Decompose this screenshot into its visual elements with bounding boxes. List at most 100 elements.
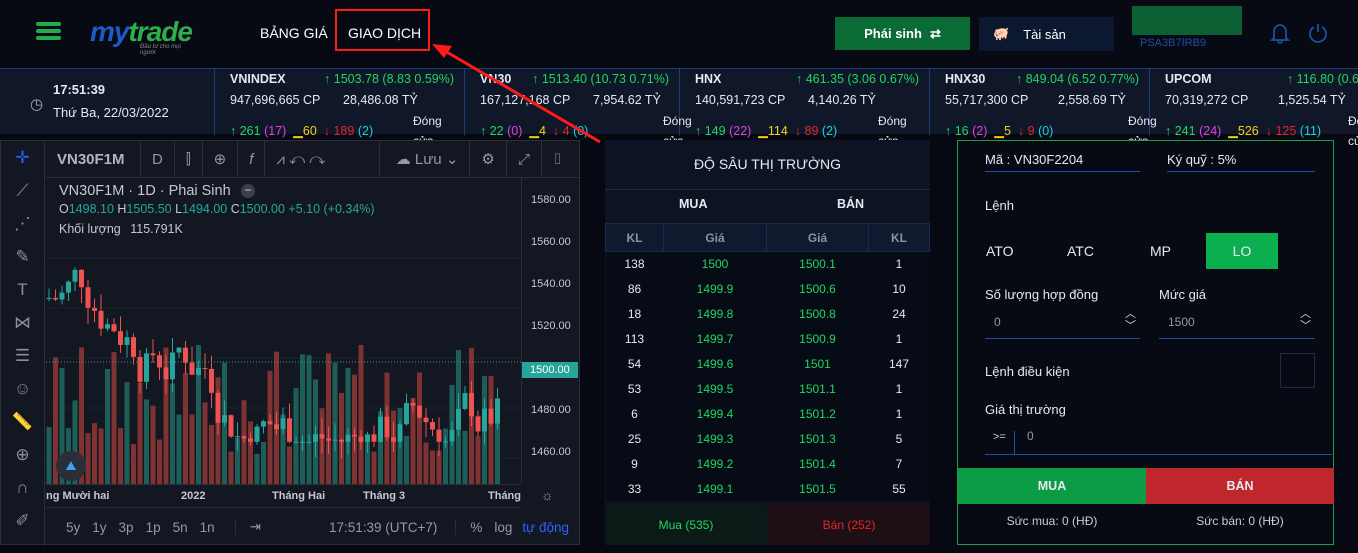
crosshair-icon[interactable]: ✛ (15, 148, 30, 167)
candlestick-plot[interactable] (46, 178, 521, 484)
ask-price[interactable]: 1500.6 (766, 276, 869, 302)
ruler-icon[interactable]: 📏 (11, 412, 34, 431)
collapse-icon[interactable]: − (241, 184, 255, 198)
bell-icon[interactable] (1270, 22, 1290, 44)
templates-icon[interactable]: ⩘ ↶ ↷ (265, 140, 381, 178)
nav-giao-dich[interactable]: GIAO DỊCH (348, 25, 422, 41)
range-1y[interactable]: 1y (92, 519, 107, 535)
settings-icon[interactable]: ⚙ (470, 140, 507, 178)
orderbook-row[interactable]: 54 1499.6 1501 147 (605, 351, 930, 377)
range-1n[interactable]: 1n (199, 519, 215, 535)
bid-price[interactable]: 1499.5 (663, 376, 767, 402)
logo[interactable]: mytrade Đầu tư cho mọi người (90, 16, 193, 56)
magnet-icon[interactable]: ∩ (16, 478, 29, 497)
trendline-icon[interactable]: ⟋ (16, 181, 29, 200)
ask-price[interactable]: 1500.9 (766, 326, 869, 352)
symbol-button[interactable]: VN30F1M (46, 140, 141, 178)
orderbook-row[interactable]: 9 1499.2 1501.4 7 (605, 451, 930, 477)
time-axis[interactable]: ng Mười hai 2022 Tháng Hai Tháng 3 Tháng… (46, 484, 554, 508)
menu-icon[interactable] (36, 22, 61, 40)
bid-price[interactable]: 1499.9 (663, 276, 767, 302)
market-price-input[interactable]: >= 0 (985, 421, 1332, 455)
bid-price[interactable]: 1499.6 (663, 351, 767, 377)
ask-price[interactable]: 1501.5 (766, 476, 869, 502)
conditional-checkbox[interactable] (1280, 353, 1315, 388)
prediction-icon[interactable]: ☰ (14, 346, 31, 365)
index-hnx30[interactable]: HNX30 ↑ 849.04 (6.52 0.77%) 55,717,300 C… (930, 69, 1157, 148)
range-3p[interactable]: 3p (118, 519, 134, 535)
index-vnindex[interactable]: VNINDEX ↑ 1503.78 (8.83 0.59%) 947,696,6… (215, 69, 465, 148)
assets-button[interactable]: 🐖 Tài sản (979, 17, 1114, 51)
index-upcom[interactable]: UPCOM ↑ 116.80 (0.6 70,319,272 CP 1,525.… (1150, 69, 1358, 148)
price-axis[interactable]: 1580.00 1560.00 1540.00 1520.00 1500.00 1480.… (521, 178, 580, 484)
tradingview-logo-icon[interactable]: ⛰ (56, 451, 86, 481)
ask-price[interactable]: 1501.4 (766, 451, 869, 477)
candle (66, 281, 71, 293)
operator[interactable]: >= (993, 431, 1015, 455)
col-header: Giá (766, 223, 869, 252)
ask-price[interactable]: 1501 (766, 351, 869, 377)
orderbook-row[interactable]: 25 1499.3 1501.3 5 (605, 426, 930, 452)
compare-icon[interactable]: ⊕ (203, 140, 239, 178)
bid-price[interactable]: 1499.4 (663, 401, 767, 427)
derivative-button[interactable]: Phái sinh ⇄ (835, 17, 970, 50)
range-5y[interactable]: 5y (66, 519, 81, 535)
bid-price[interactable]: 1500 (663, 251, 767, 277)
candle-type-icon[interactable]: ⫿ (175, 140, 203, 178)
buy-button[interactable]: MUA (958, 468, 1146, 504)
index-name: VN30 (480, 72, 512, 86)
quantity-input[interactable]: 0 ︿ ﹀ (985, 306, 1140, 339)
order-type-atc[interactable]: ATC (1067, 243, 1094, 259)
camera-icon[interactable]: ⌷ (552, 150, 562, 168)
power-icon[interactable] (1308, 22, 1328, 44)
index-vn30[interactable]: VN30 ↑ 1513.40 (10.73 0.71%) 167,127,168… (465, 69, 692, 148)
orderbook-row[interactable]: 6 1499.4 1501.2 1 (605, 401, 930, 427)
index-breadth: ↑ 149 (22) ▁114 ↓ 89 (2) (695, 124, 838, 138)
fib-icon[interactable]: ⋰ (14, 214, 31, 233)
ask-price[interactable]: 1500.8 (766, 301, 869, 327)
account-badge[interactable] (1132, 6, 1242, 35)
ask-price[interactable]: 1501.3 (766, 426, 869, 452)
order-type-mp[interactable]: MP (1150, 243, 1171, 259)
bid-price[interactable]: 1499.8 (663, 301, 767, 327)
zoom-in-icon[interactable]: ⊕ (15, 445, 30, 464)
orderbook-row[interactable]: 53 1499.5 1501.1 1 (605, 376, 930, 402)
orderbook-row[interactable]: 18 1499.8 1500.8 24 (605, 301, 930, 327)
quantity-stepper-icon[interactable]: ︿ ﹀ (1125, 308, 1136, 332)
pattern-icon[interactable]: ⋈ (14, 313, 31, 332)
order-type-lo[interactable]: LO (1206, 233, 1278, 269)
lock-icon[interactable]: ✐ (15, 511, 30, 530)
emoji-icon[interactable]: ☺ (13, 379, 32, 398)
index-hnx[interactable]: HNX ↑ 461.35 (3.06 0.67%) 140,591,723 CP… (680, 69, 930, 148)
log-toggle[interactable]: log (494, 519, 513, 535)
bid-price[interactable]: 1499.2 (663, 451, 767, 477)
brush-icon[interactable]: ✎ (15, 247, 30, 266)
axis-settings-icon[interactable]: ☼ (541, 487, 554, 503)
orderbook-row[interactable]: 33 1499.1 1501.5 55 (605, 476, 930, 502)
percent-toggle[interactable]: % (455, 519, 482, 535)
bid-price[interactable]: 1499.7 (663, 326, 767, 352)
orderbook-row[interactable]: 138 1500 1500.1 1 (605, 251, 930, 277)
bid-price[interactable]: 1499.3 (663, 426, 767, 452)
nav-bang-gia[interactable]: BẢNG GIÁ (260, 25, 328, 41)
price-stepper-icon[interactable]: ︿ ﹀ (1300, 308, 1311, 332)
orderbook-row[interactable]: 113 1499.7 1500.9 1 (605, 326, 930, 352)
price-chart[interactable]: ✛ ⟋ ⋰ ✎ T ⋈ ☰ ☺ 📏 ⊕ ∩ ✐ VN30F1M D ⫿ ⊕ f … (0, 140, 581, 546)
fullscreen-icon[interactable]: ⤢ (507, 140, 542, 178)
ask-price[interactable]: 1501.2 (766, 401, 869, 427)
sell-button[interactable]: BÁN (1146, 468, 1334, 504)
order-type-ato[interactable]: ATO (986, 243, 1014, 259)
range-5n[interactable]: 5n (172, 519, 188, 535)
price-input[interactable]: 1500 ︿ ﹀ (1159, 306, 1315, 339)
ask-price[interactable]: 1501.1 (766, 376, 869, 402)
orderbook-row[interactable]: 86 1499.9 1500.6 10 (605, 276, 930, 302)
save-button[interactable]: ☁ Lưu ⌄ (380, 140, 471, 178)
text-icon[interactable]: T (17, 280, 28, 299)
bid-price[interactable]: 1499.1 (663, 476, 767, 502)
auto-toggle[interactable]: tự động (522, 519, 569, 535)
indicators-icon[interactable]: f (238, 140, 266, 178)
range-1p[interactable]: 1p (145, 519, 161, 535)
date-range-icon[interactable]: ⇥ (234, 519, 261, 535)
interval-button[interactable]: D (141, 140, 175, 178)
ask-price[interactable]: 1500.1 (766, 251, 869, 277)
